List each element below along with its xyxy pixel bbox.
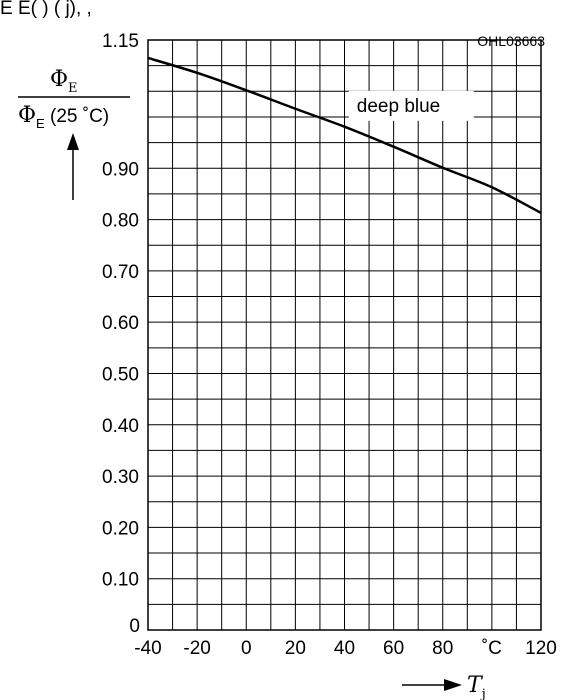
y-label-denominator: ΦE (25 ˚C) xyxy=(18,103,109,131)
x-tick-label: 20 xyxy=(285,638,306,659)
y-tick-label: 0.70 xyxy=(102,262,139,283)
y-tick-label: 0 xyxy=(129,616,140,637)
x-tick-labels: -40 -20 0 20 40 60 80 ˚C 120 xyxy=(134,638,557,659)
x-tick-label: 120 xyxy=(525,638,557,659)
x-tick-label: 0 xyxy=(241,638,252,659)
y-label-arrow-head xyxy=(67,133,79,150)
x-axis-label: Tj xyxy=(402,673,486,700)
x-tick-label: 80 xyxy=(432,638,453,659)
x-tick-label: 40 xyxy=(334,638,355,659)
y-axis-label: ΦE ΦE (25 ˚C) xyxy=(18,67,130,200)
y-tick-label: 0.10 xyxy=(102,570,139,591)
y-tick-label: 0.50 xyxy=(102,364,139,385)
figure-code: OHL03663 xyxy=(477,33,545,49)
series: deep blue xyxy=(147,56,542,215)
plot-frame xyxy=(147,39,542,631)
x-tick-label: ˚C xyxy=(482,638,502,659)
y-tick-label: 0.20 xyxy=(102,518,139,539)
y-tick-label: 0.30 xyxy=(102,467,139,488)
y-tick-label: 1.15 xyxy=(102,31,139,52)
x-label-arrow-head xyxy=(444,679,462,691)
y-label-numerator: ΦE xyxy=(50,67,78,96)
x-label-text: Tj xyxy=(467,673,486,700)
y-tick-labels: 0 0.10 0.20 0.30 0.40 0.50 0.60 0.70 0.80 0.90 1.1… xyxy=(102,31,140,637)
y-tick-label: 0.40 xyxy=(102,416,139,437)
plot-border xyxy=(147,39,542,631)
y-tick-label: 0.90 xyxy=(102,159,139,180)
y-tick-label: 0.60 xyxy=(102,313,139,334)
header-text: E E( ) ( j), , xyxy=(0,0,92,19)
series-label-background xyxy=(348,90,474,121)
x-tick-label: 60 xyxy=(383,638,404,659)
y-tick-label: 0.80 xyxy=(102,211,139,232)
series-line-deep-blue xyxy=(147,56,542,215)
series-label-deep-blue: deep blue xyxy=(357,96,440,117)
grid xyxy=(148,40,541,630)
x-tick-label: -20 xyxy=(183,638,210,659)
x-tick-label: -40 xyxy=(134,638,161,659)
